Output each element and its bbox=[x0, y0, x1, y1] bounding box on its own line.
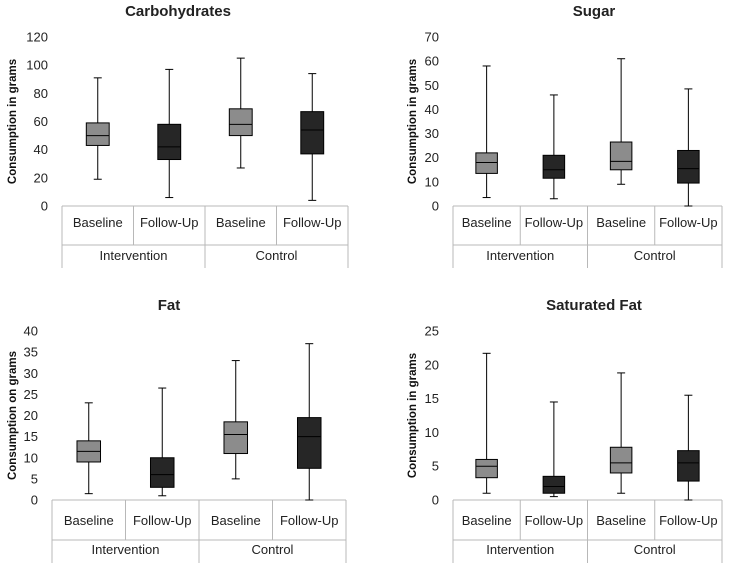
box-4 bbox=[296, 343, 322, 501]
y-tick-label: 15 bbox=[425, 391, 439, 406]
iqr-box bbox=[609, 446, 633, 474]
box-4 bbox=[300, 73, 325, 201]
x-category-label: Follow-Up bbox=[525, 513, 584, 528]
box-1 bbox=[475, 65, 498, 199]
iqr-box bbox=[149, 457, 175, 488]
y-tick-label: 40 bbox=[24, 324, 38, 339]
chart-title: Carbohydrates bbox=[125, 3, 231, 20]
chart-title: Fat bbox=[158, 297, 181, 314]
box-3 bbox=[609, 58, 633, 185]
box-4 bbox=[677, 394, 700, 501]
chart-title: Sugar bbox=[573, 3, 616, 20]
iqr-box bbox=[475, 152, 498, 174]
x-category-label: Follow-Up bbox=[659, 513, 718, 528]
box-3 bbox=[609, 372, 633, 494]
x-group-label: Intervention bbox=[92, 542, 160, 557]
box-3 bbox=[223, 360, 249, 480]
x-category-label: Baseline bbox=[596, 513, 646, 528]
iqr-box bbox=[475, 458, 498, 479]
x-group-label: Control bbox=[256, 248, 298, 263]
y-tick-label: 25 bbox=[24, 387, 38, 402]
iqr-box bbox=[223, 421, 249, 455]
box-1 bbox=[76, 402, 102, 495]
x-category-label: Follow-Up bbox=[525, 215, 584, 230]
box-2 bbox=[157, 68, 182, 199]
iqr-box bbox=[296, 417, 322, 469]
y-tick-label: 30 bbox=[425, 126, 439, 141]
y-tick-label: 0 bbox=[41, 199, 48, 214]
y-tick-label: 80 bbox=[34, 86, 48, 101]
x-category-label: Follow-Up bbox=[280, 513, 339, 528]
iqr-box bbox=[228, 108, 253, 137]
box-2 bbox=[542, 401, 566, 498]
x-group-label: Intervention bbox=[486, 248, 554, 263]
y-tick-label: 60 bbox=[425, 54, 439, 69]
box-2 bbox=[149, 387, 175, 497]
y-tick-label: 0 bbox=[31, 493, 38, 508]
y-tick-label: 0 bbox=[432, 199, 439, 214]
x-category-label: Baseline bbox=[462, 215, 512, 230]
y-tick-label: 25 bbox=[425, 324, 439, 339]
y-tick-label: 20 bbox=[24, 408, 38, 423]
x-category-label: Follow-Up bbox=[659, 215, 718, 230]
y-tick-label: 50 bbox=[425, 78, 439, 93]
box-1 bbox=[85, 77, 110, 180]
iqr-box bbox=[542, 475, 566, 494]
y-tick-label: 10 bbox=[425, 425, 439, 440]
y-tick-label: 20 bbox=[34, 170, 48, 185]
y-axis-label: Consumption in grams bbox=[407, 353, 419, 478]
y-tick-label: 35 bbox=[24, 345, 38, 360]
x-group-label: Control bbox=[634, 248, 676, 263]
y-tick-label: 5 bbox=[432, 459, 439, 474]
box-2 bbox=[542, 94, 566, 200]
y-tick-label: 40 bbox=[34, 142, 48, 157]
chart-panel-3: Fat Consumption on grams 0 5 10 15 20 25 30 35 40 B… bbox=[7, 297, 347, 563]
box-3 bbox=[228, 57, 253, 169]
iqr-box bbox=[85, 122, 110, 146]
x-category-label: Follow-Up bbox=[283, 215, 342, 230]
y-axis-label: Consumption in grams bbox=[7, 59, 19, 184]
x-group-label: Control bbox=[634, 542, 676, 557]
y-tick-label: 60 bbox=[34, 114, 48, 129]
x-category-label: Baseline bbox=[216, 215, 266, 230]
x-group-label: Control bbox=[252, 542, 294, 557]
y-axis-label: Consumption on grams bbox=[7, 351, 19, 480]
y-axis-label: Consumption in grams bbox=[407, 59, 419, 184]
y-tick-label: 15 bbox=[24, 429, 38, 444]
chart-panel-2: Sugar Consumption in grams 0 10 20 30 40 50 60 70… bbox=[407, 3, 723, 268]
iqr-box bbox=[157, 123, 182, 161]
y-tick-label: 0 bbox=[432, 493, 439, 508]
x-category-label: Follow-Up bbox=[140, 215, 199, 230]
y-tick-label: 10 bbox=[24, 450, 38, 465]
y-tick-label: 20 bbox=[425, 357, 439, 372]
x-group-label: Intervention bbox=[486, 542, 554, 557]
x-group-label: Intervention bbox=[100, 248, 168, 263]
iqr-box bbox=[677, 149, 700, 184]
box-4 bbox=[677, 88, 700, 207]
box-1 bbox=[475, 352, 498, 494]
x-category-label: Baseline bbox=[64, 513, 114, 528]
iqr-box bbox=[542, 154, 566, 179]
iqr-box bbox=[677, 450, 700, 482]
x-category-label: Baseline bbox=[73, 215, 123, 230]
y-tick-label: 10 bbox=[425, 174, 439, 189]
y-tick-label: 100 bbox=[26, 58, 48, 73]
chart-panel-1: Carbohydrates Consumption in grams 0 20 40 60… bbox=[7, 3, 349, 268]
x-category-label: Baseline bbox=[211, 513, 261, 528]
y-tick-label: 30 bbox=[24, 366, 38, 381]
iqr-box bbox=[609, 141, 633, 171]
chart-title: Saturated Fat bbox=[546, 297, 642, 314]
y-tick-label: 70 bbox=[425, 30, 439, 45]
y-tick-label: 5 bbox=[31, 471, 38, 486]
y-tick-label: 120 bbox=[26, 30, 48, 45]
iqr-box bbox=[300, 111, 325, 155]
x-category-label: Baseline bbox=[596, 215, 646, 230]
x-category-label: Baseline bbox=[462, 513, 512, 528]
y-tick-label: 40 bbox=[425, 102, 439, 117]
x-category-label: Follow-Up bbox=[133, 513, 192, 528]
chart-panel-4: Saturated Fat Consumption in grams 0 5 10 15 2… bbox=[407, 297, 723, 563]
y-tick-label: 20 bbox=[425, 150, 439, 165]
